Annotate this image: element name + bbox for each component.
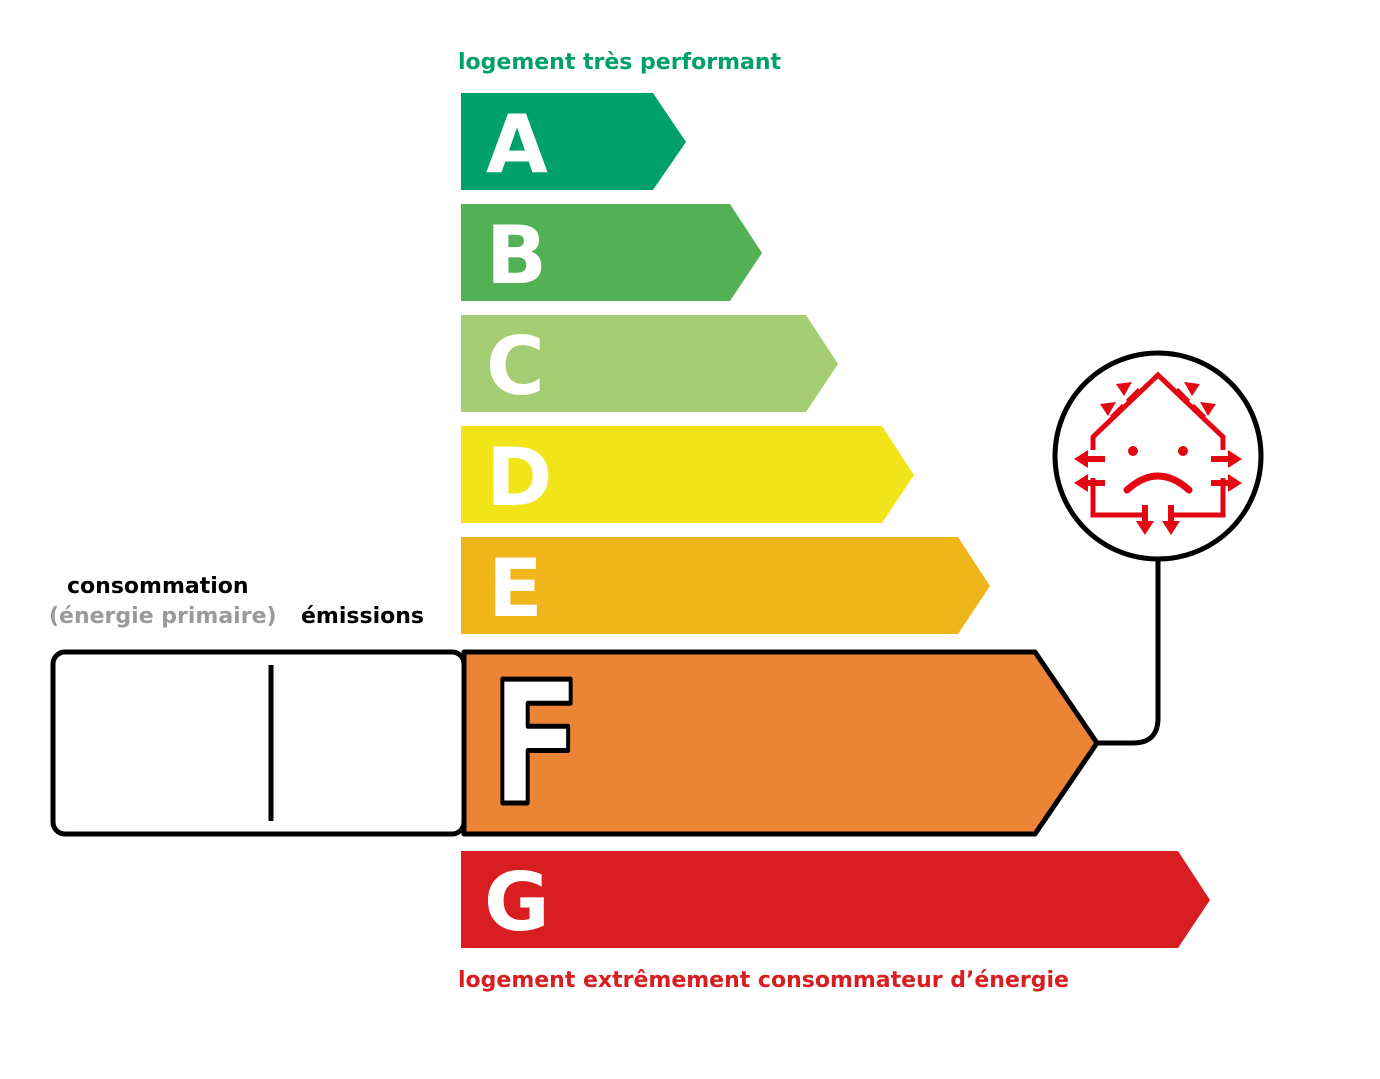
- class-letter-E: E: [488, 542, 543, 635]
- consumption-sublabel: (énergie primaire): [49, 604, 277, 629]
- class-bar-D: [461, 426, 914, 523]
- sad-house-heat-loss-icon: [1074, 371, 1242, 535]
- class-bar-F: [461, 649, 1100, 837]
- emissions-label: émissions: [301, 604, 424, 629]
- class-letter-G: G: [484, 856, 550, 949]
- class-F-selected: F: [50, 644, 1100, 847]
- class-C: C: [461, 315, 838, 413]
- class-bar-C: [461, 315, 838, 412]
- top-label: logement très performant: [458, 50, 782, 75]
- class-E: E: [461, 537, 990, 635]
- class-B: B: [461, 204, 762, 302]
- class-A: A: [461, 93, 686, 191]
- bottom-label: logement extrêmement consommateur d’éner…: [458, 968, 1069, 993]
- class-letter-C: C: [486, 320, 545, 413]
- connector-line: [1097, 559, 1161, 746]
- class-letter-D: D: [486, 431, 552, 524]
- class-bar-A: [461, 93, 686, 190]
- class-D: D: [461, 426, 914, 524]
- values-box: [50, 649, 467, 837]
- class-letter-A: A: [486, 98, 548, 191]
- class-bar-G: [461, 851, 1210, 948]
- consumption-label: consommation: [67, 574, 249, 599]
- class-G: G: [461, 851, 1210, 949]
- class-bar-E: [461, 537, 990, 634]
- class-letter-B: B: [486, 209, 547, 302]
- class-bar-B: [461, 204, 762, 301]
- class-letter-F: F: [490, 646, 582, 844]
